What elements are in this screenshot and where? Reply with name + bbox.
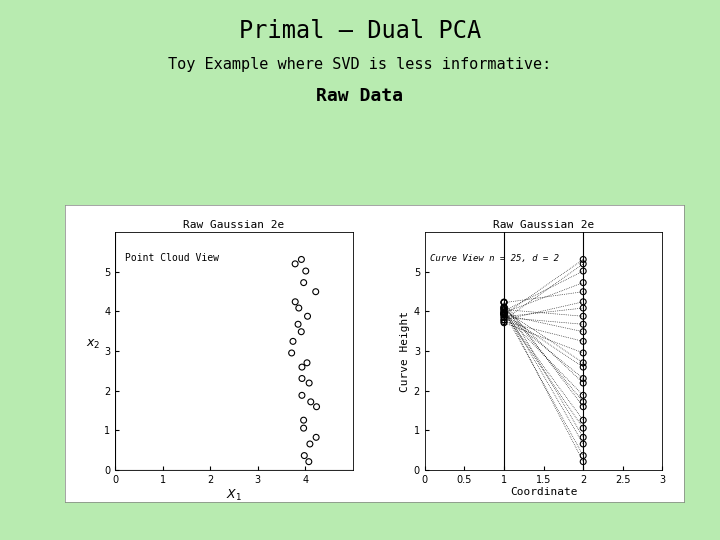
Point — [498, 308, 510, 317]
Point — [303, 379, 315, 387]
Text: Point Cloud View: Point Cloud View — [125, 253, 219, 263]
Point — [298, 416, 310, 424]
Point — [577, 359, 589, 367]
Point — [287, 337, 299, 346]
Point — [577, 391, 589, 400]
Point — [577, 260, 589, 268]
Point — [498, 303, 510, 312]
Point — [298, 424, 310, 433]
Point — [311, 402, 323, 411]
Point — [298, 278, 310, 287]
Point — [498, 305, 510, 314]
Point — [300, 267, 312, 275]
Y-axis label: Curve Height: Curve Height — [400, 310, 410, 392]
Point — [577, 312, 589, 321]
Point — [498, 298, 510, 306]
Point — [498, 319, 510, 327]
Point — [577, 267, 589, 275]
X-axis label: $X_1$: $X_1$ — [226, 488, 242, 503]
Point — [305, 397, 317, 406]
Point — [577, 303, 589, 312]
Point — [498, 318, 510, 326]
Point — [577, 278, 589, 287]
Point — [577, 440, 589, 448]
Point — [303, 457, 315, 466]
Point — [304, 440, 315, 448]
Point — [498, 307, 510, 315]
Title: Raw Gaussian 2e: Raw Gaussian 2e — [184, 220, 284, 230]
Point — [577, 433, 589, 442]
Point — [286, 349, 297, 357]
Point — [498, 310, 510, 319]
Y-axis label: $x_2$: $x_2$ — [86, 338, 100, 351]
Point — [293, 303, 305, 312]
Point — [498, 310, 510, 319]
Point — [498, 308, 510, 317]
Point — [498, 310, 510, 319]
Point — [498, 304, 510, 313]
Text: Primal – Dual PCA: Primal – Dual PCA — [239, 19, 481, 43]
Point — [296, 363, 307, 372]
Point — [577, 337, 589, 346]
Point — [299, 451, 310, 460]
Point — [498, 308, 510, 316]
Point — [295, 327, 307, 336]
Point — [577, 320, 589, 328]
Point — [498, 298, 510, 307]
Point — [577, 424, 589, 433]
Point — [296, 374, 307, 383]
Point — [498, 313, 510, 322]
Point — [301, 359, 312, 367]
Point — [577, 298, 589, 306]
Point — [498, 313, 510, 321]
Point — [577, 327, 589, 336]
Point — [577, 457, 589, 466]
Point — [498, 315, 510, 324]
X-axis label: Coordinate: Coordinate — [510, 488, 577, 497]
Point — [498, 306, 510, 314]
Point — [577, 374, 589, 383]
Point — [498, 310, 510, 319]
Point — [577, 416, 589, 424]
Point — [302, 312, 313, 321]
Point — [310, 287, 322, 296]
Point — [498, 315, 510, 324]
Point — [577, 363, 589, 372]
Point — [577, 451, 589, 460]
Point — [577, 349, 589, 357]
Point — [577, 379, 589, 387]
Point — [310, 433, 322, 442]
Point — [577, 255, 589, 264]
Point — [498, 308, 510, 317]
Point — [289, 298, 301, 306]
Point — [296, 255, 307, 264]
Point — [289, 260, 301, 268]
Text: Curve View n = 25, d = 2: Curve View n = 25, d = 2 — [430, 254, 559, 263]
Text: Raw Data: Raw Data — [317, 87, 403, 105]
Point — [577, 402, 589, 411]
Point — [498, 310, 510, 319]
Point — [296, 391, 307, 400]
Point — [577, 397, 589, 406]
Point — [498, 299, 510, 307]
Title: Raw Gaussian 2e: Raw Gaussian 2e — [493, 220, 594, 230]
Text: Toy Example where SVD is less informative:: Toy Example where SVD is less informativ… — [168, 57, 552, 72]
Point — [498, 304, 510, 313]
Point — [292, 320, 304, 328]
Point — [498, 302, 510, 311]
Point — [577, 287, 589, 296]
